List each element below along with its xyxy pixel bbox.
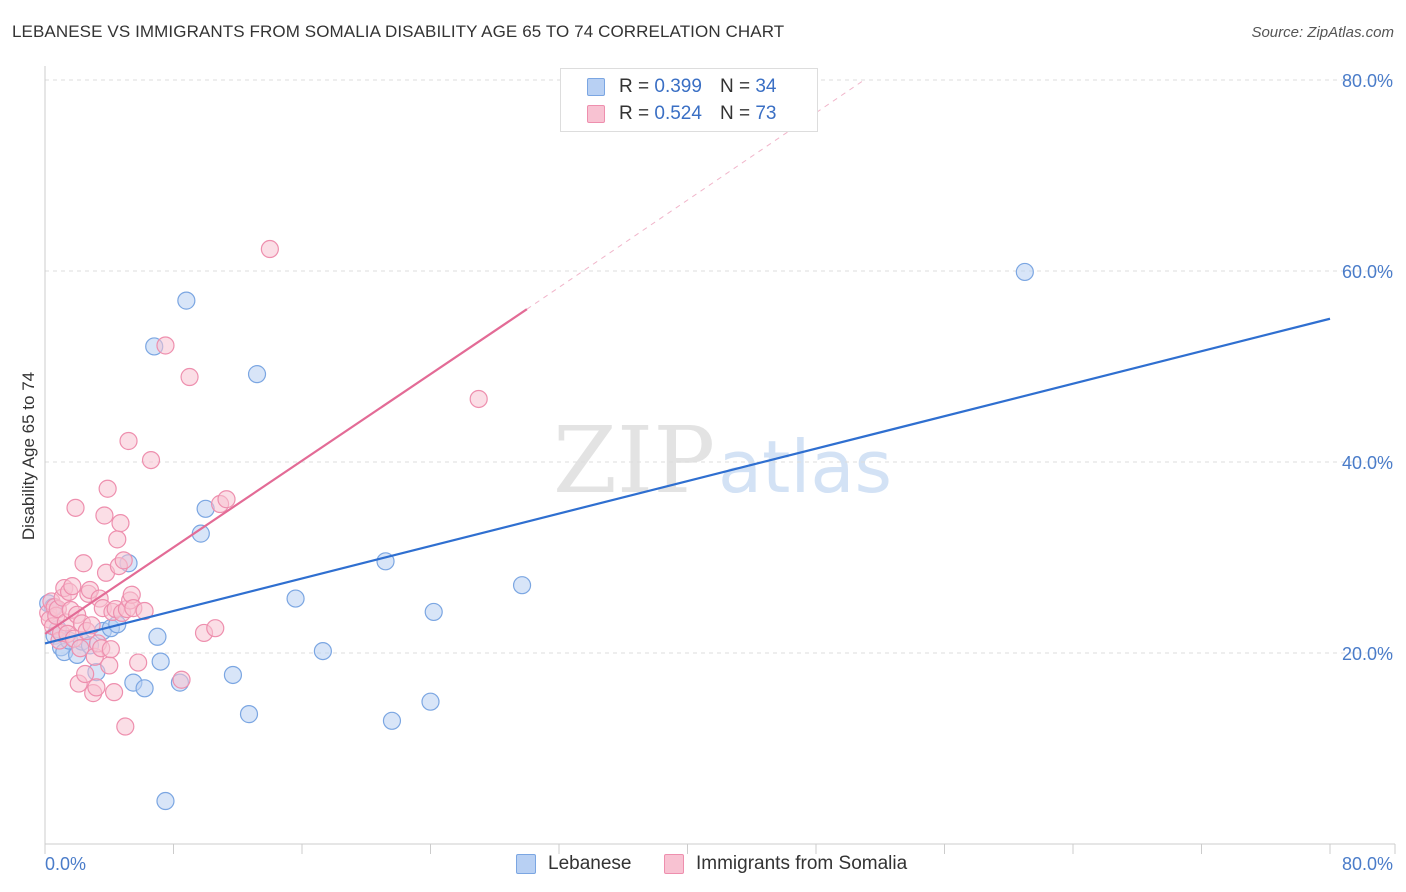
lebanese-swatch <box>587 78 605 96</box>
legend-n-value: 34 <box>755 76 777 97</box>
bottom-legend-lebanese: Lebanese <box>516 852 631 876</box>
somalia-point <box>156 336 175 355</box>
somalia-point <box>101 640 120 659</box>
lebanese-point <box>135 679 154 698</box>
lebanese-point <box>512 576 532 595</box>
grid <box>45 79 1395 654</box>
legend-r-value: 0.399 <box>654 76 702 97</box>
somalia-point <box>206 619 225 638</box>
somalia-point <box>74 554 93 573</box>
x-tick-label: 0.0% <box>45 854 86 874</box>
somalia-point <box>129 653 148 672</box>
lebanese-point <box>177 291 196 310</box>
somalia-point <box>76 664 95 684</box>
y-tick-label: 20.0% <box>1342 644 1393 664</box>
legend-row-lebanese: R = 0.399 N = 34 <box>587 75 776 99</box>
y-tick-label: 80.0% <box>1342 71 1393 91</box>
stats-legend: R = 0.399 N = 34 R = 0.524 N = 73 <box>560 68 818 132</box>
chart-title: LEBANESE VS IMMIGRANTS FROM SOMALIA DISA… <box>12 22 785 41</box>
somalia-point <box>104 683 124 702</box>
source-label: Source: ZipAtlas.com <box>1251 24 1394 41</box>
somalia-trend-line-extension <box>526 79 865 310</box>
somalia-point <box>95 506 114 525</box>
legend-r-label: R = <box>619 103 650 124</box>
lebanese-point <box>313 641 332 661</box>
somalia-point <box>172 670 191 689</box>
somalia-point <box>141 450 161 470</box>
somalia-point <box>180 367 199 387</box>
tick-labels: 20.0% 40.0% 60.0% 80.0% 0.0% 80.0% <box>45 71 1393 874</box>
somalia-point <box>469 389 488 409</box>
somalia-point <box>119 431 138 451</box>
lebanese-point <box>382 711 402 730</box>
lebanese-trend-line <box>44 317 1331 645</box>
somalia-legend-label: Immigrants from Somalia <box>696 853 908 874</box>
somalia-legend-swatch <box>664 854 684 874</box>
lebanese-point <box>148 627 167 646</box>
somalia-point <box>87 678 106 697</box>
x-tick-label: 80.0% <box>1342 854 1393 874</box>
axes <box>44 66 1396 854</box>
y-axis-label: Disability Age 65 to 74 <box>19 372 38 540</box>
legend-n-label: N = <box>719 103 751 124</box>
watermark: ZIP atlas <box>553 407 892 514</box>
somalia-point <box>100 656 119 675</box>
lebanese-point <box>151 652 170 671</box>
lebanese-point <box>421 692 440 711</box>
somalia-point <box>98 479 117 498</box>
lebanese-point <box>424 602 443 622</box>
legend-row-somalia: R = 0.524 N = 73 <box>587 102 776 126</box>
trend-lines <box>44 79 1331 645</box>
legend-n-value: 73 <box>755 103 777 124</box>
lebanese-point <box>247 365 267 384</box>
somalia-point <box>116 717 135 736</box>
lebanese-legend-swatch <box>516 854 536 874</box>
somalia-point <box>135 601 154 621</box>
somalia-trend-line <box>44 308 528 635</box>
somalia-point <box>217 490 236 509</box>
somalia-swatch <box>587 105 605 123</box>
somalia-point <box>114 551 133 570</box>
y-tick-label: 60.0% <box>1342 262 1393 282</box>
y-tick-label: 40.0% <box>1342 453 1393 473</box>
lebanese-point <box>286 589 305 608</box>
lebanese-legend-label: Lebanese <box>548 853 632 874</box>
somalia-point <box>108 530 127 549</box>
somalia-point <box>71 639 90 658</box>
watermark-zip: ZIP <box>553 407 715 514</box>
somalia-point <box>111 514 130 533</box>
somalia-points <box>39 239 488 736</box>
legend-r-label: R = <box>619 76 650 97</box>
legend-n-label: N = <box>719 76 751 97</box>
somalia-point <box>66 498 85 517</box>
lebanese-point <box>1015 262 1034 282</box>
lebanese-point <box>223 665 243 685</box>
somalia-point <box>260 239 279 259</box>
lebanese-point <box>239 705 259 724</box>
bottom-legend-somalia: Immigrants from Somalia <box>664 852 907 876</box>
somalia-point <box>63 577 82 596</box>
lebanese-point <box>156 791 175 811</box>
legend-r-value: 0.524 <box>654 103 702 124</box>
